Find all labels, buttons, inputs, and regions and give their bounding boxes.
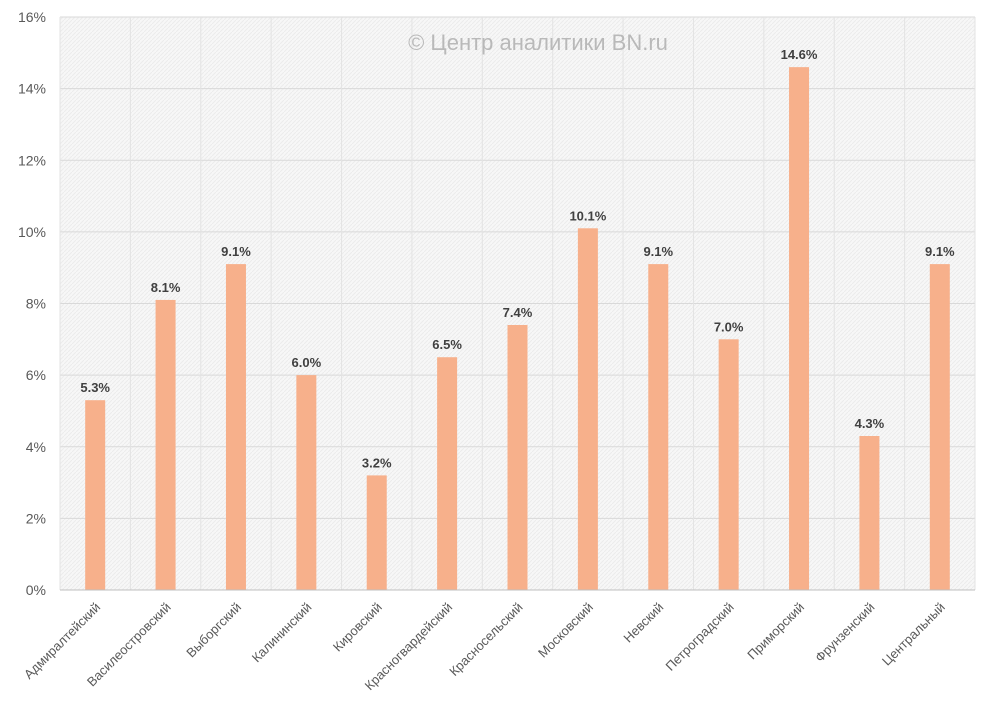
data-label: 10.1% — [569, 208, 606, 223]
bar — [155, 299, 176, 590]
data-label: 8.1% — [151, 280, 181, 295]
x-tick-label: Центральный — [879, 600, 948, 669]
x-tick-label: Московский — [535, 600, 596, 661]
y-tick-label: 8% — [26, 296, 46, 312]
watermark: © Центр аналитики BN.ru — [408, 30, 668, 55]
y-tick-label: 0% — [26, 582, 46, 598]
y-tick-label: 4% — [26, 439, 46, 455]
data-label: 4.3% — [855, 416, 885, 431]
data-label: 3.2% — [362, 455, 392, 470]
x-tick-label: Кировский — [330, 600, 385, 655]
y-tick-label: 16% — [18, 9, 46, 25]
bar — [648, 264, 669, 590]
x-tick-label: Приморский — [744, 600, 807, 663]
x-tick-label: Адмиралтейский — [21, 600, 103, 682]
y-axis: 0% 2% 4% 6% 8% 10% 12% 14% 16% — [18, 9, 46, 598]
bar — [225, 264, 246, 590]
data-label: 14.6% — [781, 47, 818, 62]
bar — [789, 67, 810, 590]
x-tick-label: Петроградский — [662, 600, 736, 674]
y-tick-label: 10% — [18, 224, 46, 240]
bar — [577, 228, 598, 590]
gridlines — [59, 16, 976, 591]
bar — [366, 475, 387, 590]
y-tick-label: 2% — [26, 510, 46, 526]
x-tick-label: Выборгский — [183, 600, 244, 661]
data-label: 9.1% — [221, 244, 251, 259]
data-label: 9.1% — [925, 244, 955, 259]
data-label: 5.3% — [80, 380, 110, 395]
x-tick-label: Фрунзенский — [812, 600, 877, 665]
bar — [437, 357, 458, 590]
bars — [85, 67, 950, 590]
data-label: 7.4% — [503, 305, 533, 320]
data-label: 7.0% — [714, 319, 744, 334]
data-label: 6.5% — [432, 337, 462, 352]
data-labels: 5.3% 8.1% 9.1% 6.0% 3.2% 6.5% 7.4% 10.1% 9.1% 7.0… — [80, 47, 955, 470]
bar — [859, 436, 880, 590]
data-label: 6.0% — [292, 355, 322, 370]
x-tick-label: Калининский — [249, 600, 315, 666]
bar — [85, 400, 106, 590]
x-tick-label: Невский — [620, 600, 666, 646]
data-label: 9.1% — [643, 244, 673, 259]
y-tick-label: 6% — [26, 367, 46, 383]
x-tick-label: Красносельский — [446, 600, 525, 679]
y-tick-label: 12% — [18, 152, 46, 168]
bar — [718, 339, 739, 590]
bar — [929, 264, 950, 590]
bar — [296, 375, 317, 590]
bar — [507, 324, 528, 590]
y-tick-label: 14% — [18, 81, 46, 97]
